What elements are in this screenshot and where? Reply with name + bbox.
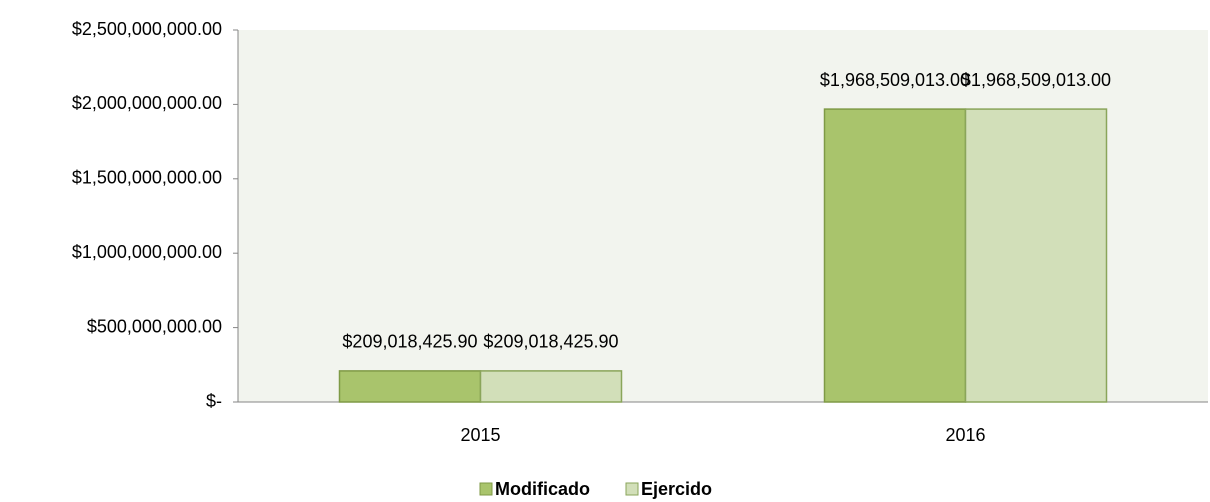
bar bbox=[479, 370, 623, 403]
data-label: $1,968,509,013.00 bbox=[961, 70, 1111, 90]
x-tick-label: 2015 bbox=[460, 425, 500, 445]
legend-label: Ejercido bbox=[641, 479, 712, 499]
bar bbox=[338, 370, 482, 403]
legend-swatch bbox=[625, 482, 639, 496]
data-label: $1,968,509,013.00 bbox=[820, 70, 970, 90]
data-label: $209,018,425.90 bbox=[483, 332, 618, 352]
y-tick-label: $2,000,000,000.00 bbox=[72, 93, 222, 113]
y-tick-label: $1,500,000,000.00 bbox=[72, 168, 222, 188]
legend-swatch bbox=[479, 482, 493, 496]
data-label: $209,018,425.90 bbox=[342, 332, 477, 352]
y-tick-label: $2,500,000,000.00 bbox=[72, 19, 222, 39]
y-tick-label: $500,000,000.00 bbox=[87, 316, 222, 336]
x-tick-label: 2016 bbox=[945, 425, 985, 445]
y-tick-label: $1,000,000,000.00 bbox=[72, 242, 222, 262]
legend-label: Modificado bbox=[495, 479, 590, 499]
bar bbox=[964, 108, 1108, 403]
bar bbox=[823, 108, 967, 403]
y-tick-label: $- bbox=[206, 391, 222, 411]
